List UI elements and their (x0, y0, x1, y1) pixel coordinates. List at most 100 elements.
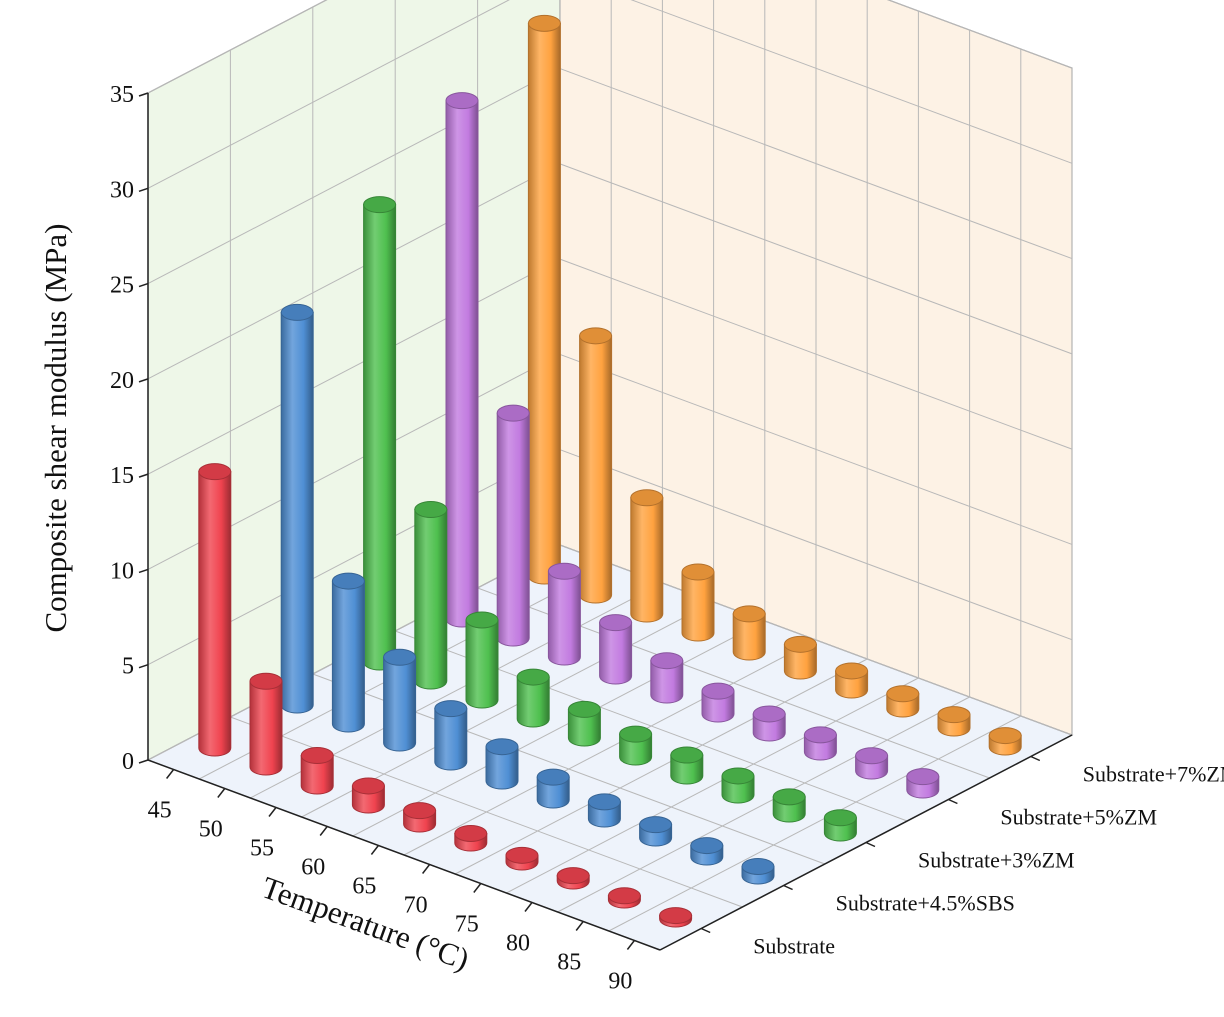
x-tick-label: 45 (148, 798, 172, 824)
bar-2-55 (383, 648, 417, 752)
bar-body (363, 204, 397, 671)
bar-top (331, 572, 365, 590)
series-label: Substrate+5%ZM (1000, 805, 1157, 830)
bar-top (536, 768, 570, 786)
bar-4-65 (650, 652, 684, 704)
bar-5-90 (988, 727, 1022, 756)
bar-3-85 (772, 788, 806, 823)
bar-4-60 (599, 614, 633, 685)
bar-top (599, 614, 633, 632)
bar-top (752, 705, 786, 723)
y-tick-mark (948, 798, 958, 805)
bar-2-70 (536, 768, 570, 809)
bar-1-80 (556, 867, 590, 890)
x-tick-mark (575, 921, 584, 931)
bar-top (732, 605, 766, 623)
bar-top (496, 404, 530, 422)
bar-body (599, 622, 633, 685)
bar-1-70 (454, 824, 488, 852)
bar-3-50 (414, 500, 448, 690)
gridline-z-left (147, 0, 328, 94)
bar-5-45 (527, 14, 561, 585)
bar-body (445, 100, 479, 628)
bar-body (331, 580, 365, 733)
bar-top (783, 635, 817, 653)
bar-3-45 (363, 196, 397, 671)
z-tick-label: 5 (122, 654, 134, 680)
z-tick-label: 15 (110, 463, 134, 489)
bar-3-60 (516, 668, 550, 728)
bar-body (650, 660, 684, 704)
x-tick-mark (370, 845, 379, 855)
chart-labels: 0 5 10 15 20 25 30 35 45 50 55 60 65 70 75 80 85 90 Substr… (110, 82, 1224, 995)
x-tick-mark (217, 788, 226, 798)
bar-top (741, 857, 775, 875)
bar-4-80 (803, 726, 837, 761)
bar-3-75 (670, 746, 704, 785)
bar-top (690, 837, 724, 855)
x-tick-mark (626, 940, 635, 950)
z-tick-label: 0 (122, 749, 134, 775)
bar-top (886, 685, 920, 703)
x-tick-label: 50 (199, 817, 223, 843)
bar-top (772, 788, 806, 806)
bar-top (505, 846, 539, 864)
bar-body (496, 412, 530, 647)
bar-body (732, 613, 766, 661)
series-label: Substrate (753, 934, 835, 959)
z-tick-label: 30 (110, 177, 134, 203)
bar-top (249, 672, 283, 690)
bar-top (670, 746, 704, 764)
bar-1-90 (659, 907, 693, 928)
bar-1-85 (607, 887, 641, 909)
y-tick-mark (700, 927, 711, 934)
gridline-floor-t (352, 620, 766, 837)
bar-top (823, 809, 857, 827)
x-tick-label: 60 (301, 855, 325, 881)
bar-1-75 (505, 846, 539, 871)
bar-top (579, 327, 613, 345)
series-label: Substrate+7%ZM (1083, 762, 1224, 787)
z-tick-mark (138, 664, 149, 669)
bar-4-90 (906, 768, 940, 799)
bar-body (681, 571, 715, 642)
gridline-z-right (887, 0, 1073, 69)
bar-body (547, 570, 581, 666)
bar-body (249, 680, 283, 776)
bar-2-80 (639, 816, 673, 847)
bar-top (414, 500, 448, 518)
gridline-z-left (147, 68, 561, 285)
z-tick-mark (138, 568, 149, 574)
bar-top (630, 489, 664, 507)
gridline-z-left (147, 258, 561, 475)
y-tick-mark (865, 841, 876, 848)
bar-3-80 (721, 767, 755, 804)
bar-body (701, 690, 735, 723)
bar-top (556, 867, 590, 885)
bar-1-50 (249, 672, 283, 776)
bar-top (803, 726, 837, 744)
bar-body (383, 656, 417, 752)
x-tick-mark (422, 864, 431, 874)
x-tick-label: 65 (352, 874, 376, 900)
x-tick-mark (268, 807, 277, 817)
bar-top (988, 727, 1022, 745)
x-tick-label: 55 (250, 836, 274, 862)
bar-top (300, 747, 334, 765)
bar-4-55 (547, 562, 581, 666)
z-tick-label: 10 (110, 558, 134, 584)
bar-body (630, 497, 664, 623)
z-tick-label: 35 (110, 82, 134, 108)
bar-5-65 (732, 605, 766, 661)
bar-top (659, 907, 693, 925)
gridline-z-left (147, 163, 561, 380)
bar-body (198, 471, 232, 757)
bar-4-75 (752, 705, 786, 742)
bar-4-50 (496, 404, 530, 647)
bar-top (485, 738, 519, 756)
z-tick-mark (138, 187, 149, 192)
bar-2-65 (485, 738, 519, 790)
z-tick-mark (138, 759, 149, 764)
bar-4-70 (701, 682, 735, 723)
